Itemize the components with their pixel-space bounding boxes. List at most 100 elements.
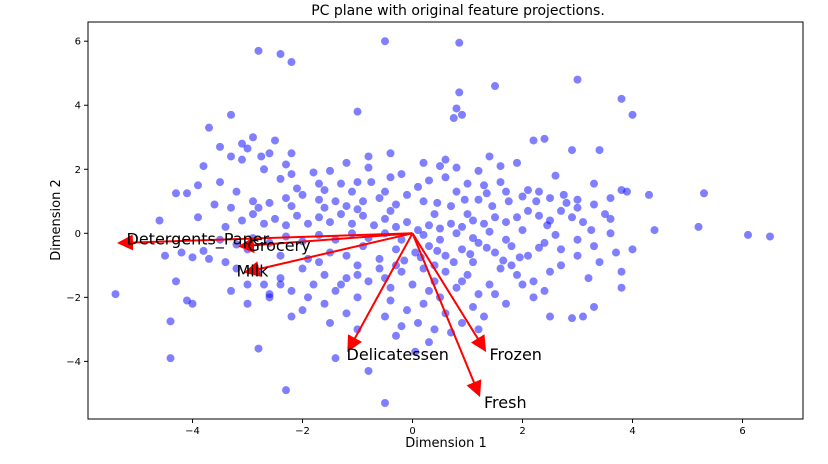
data-point — [518, 280, 527, 289]
data-point — [573, 235, 582, 244]
data-point — [172, 277, 180, 286]
data-point — [155, 216, 164, 225]
arrow-delicatessen — [347, 232, 414, 353]
data-point — [562, 198, 571, 207]
data-point — [529, 277, 538, 286]
data-point — [400, 256, 409, 265]
y-tick-label: −2 — [66, 293, 81, 304]
data-point — [482, 243, 491, 252]
data-point — [441, 251, 450, 260]
data-point — [485, 227, 494, 236]
data-point — [466, 250, 475, 259]
data-point — [612, 248, 620, 257]
data-point — [243, 280, 252, 289]
data-point — [337, 210, 345, 219]
data-point — [315, 195, 323, 204]
data-point — [452, 163, 461, 172]
arrow-grocery — [238, 232, 413, 254]
data-point — [455, 38, 464, 47]
data-point — [535, 187, 543, 196]
data-point — [320, 203, 329, 212]
data-point — [447, 202, 455, 211]
data-point — [287, 58, 296, 67]
data-point — [515, 253, 524, 262]
data-point — [326, 318, 334, 327]
data-point — [645, 190, 653, 199]
data-point — [546, 267, 554, 276]
data-point — [744, 230, 752, 239]
data-point — [617, 283, 626, 292]
data-point — [353, 261, 362, 270]
data-point — [243, 144, 252, 153]
data-point — [455, 88, 464, 97]
data-point — [254, 46, 263, 55]
data-point — [458, 222, 466, 231]
data-point — [540, 286, 549, 295]
data-point — [546, 312, 554, 321]
data-point — [386, 149, 395, 158]
data-point — [499, 256, 508, 265]
data-point — [590, 302, 598, 311]
data-point — [436, 162, 444, 171]
data-point — [524, 186, 532, 195]
data-point — [367, 178, 376, 187]
data-point — [491, 290, 499, 299]
data-point — [452, 104, 461, 113]
data-point — [353, 178, 362, 187]
x-tick-label: 2 — [519, 426, 525, 437]
data-point — [513, 213, 521, 222]
x-axis-ticks: −4 −2 0 2 4 6 — [185, 419, 746, 437]
label-grocery: Grocery — [248, 236, 311, 255]
data-point — [491, 213, 499, 222]
data-point — [232, 264, 241, 273]
x-tick-label: 6 — [739, 426, 745, 437]
data-point — [260, 165, 268, 174]
data-point — [463, 210, 472, 219]
data-point — [276, 251, 285, 260]
data-point — [529, 136, 538, 145]
data-point — [441, 173, 450, 182]
data-point — [397, 170, 406, 179]
label-delicatessen: Delicatessen — [347, 345, 449, 364]
data-point — [623, 187, 631, 196]
label-milk: Milk — [237, 262, 270, 281]
arrow-detergents-paper — [117, 232, 413, 251]
data-point — [458, 277, 466, 286]
data-point — [507, 261, 516, 270]
data-point — [194, 213, 202, 222]
data-point — [425, 338, 433, 347]
data-point — [392, 200, 400, 209]
data-point — [254, 203, 263, 212]
data-point — [535, 211, 543, 220]
data-point — [271, 136, 279, 145]
data-point — [331, 197, 340, 206]
data-point — [441, 267, 450, 276]
data-point — [532, 197, 541, 206]
x-tick-label: 0 — [409, 426, 415, 437]
y-axis-ticks: −4 −2 0 2 4 6 — [66, 37, 88, 368]
data-point — [430, 325, 439, 334]
data-point — [375, 254, 384, 263]
data-point — [249, 210, 257, 219]
data-point — [364, 152, 373, 161]
data-point — [411, 347, 420, 356]
data-point — [287, 202, 296, 211]
data-point — [320, 299, 329, 308]
data-point — [414, 182, 422, 191]
data-point — [419, 158, 428, 167]
data-point — [540, 134, 549, 143]
data-point — [430, 210, 439, 219]
data-point — [298, 264, 307, 273]
data-point — [375, 194, 384, 203]
data-point — [309, 168, 318, 177]
data-point — [551, 171, 560, 180]
data-point — [568, 146, 576, 155]
data-point — [628, 110, 637, 119]
data-point — [309, 280, 318, 289]
data-point — [463, 179, 472, 188]
data-point — [326, 166, 334, 175]
data-point — [504, 197, 513, 206]
data-point — [304, 293, 312, 302]
data-point — [243, 299, 252, 308]
